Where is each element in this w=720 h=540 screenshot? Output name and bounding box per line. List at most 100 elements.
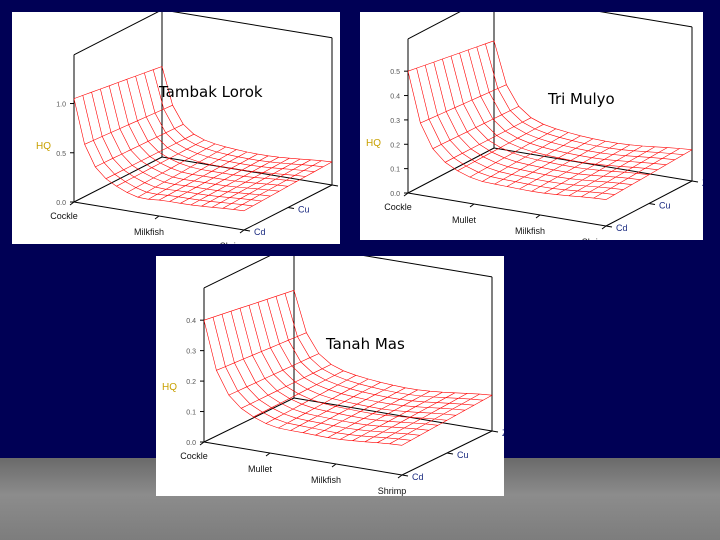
surface-line bbox=[203, 290, 295, 321]
frame-top-edge bbox=[363, 256, 493, 278]
y-tick-label: Zn bbox=[502, 428, 504, 438]
surface-line bbox=[201, 157, 290, 207]
y-tick-label: Cd bbox=[412, 472, 424, 482]
surface-line bbox=[543, 144, 631, 194]
surface-line bbox=[203, 320, 403, 446]
frame-left-floor bbox=[73, 156, 163, 203]
surface-line bbox=[137, 146, 226, 198]
x-tick-label: Shrimp bbox=[378, 486, 407, 496]
frame-left-floor bbox=[407, 147, 495, 194]
chart-title: Tri Mulyo bbox=[548, 90, 615, 108]
surface-line bbox=[222, 159, 311, 209]
y-tick-label: Cd bbox=[254, 227, 266, 237]
z-tick-label: 0.1 bbox=[186, 410, 196, 417]
surface-line bbox=[84, 104, 173, 145]
z-axis-label: HQ bbox=[36, 141, 51, 152]
surface-line bbox=[180, 155, 269, 204]
surface-mesh bbox=[73, 66, 333, 212]
surface-line bbox=[420, 84, 507, 124]
surface-line bbox=[482, 132, 569, 182]
x-tick-label: Mullet bbox=[452, 215, 477, 225]
x-tick bbox=[469, 203, 475, 208]
x-tick-label: Mullet bbox=[248, 464, 273, 474]
surface-line bbox=[424, 65, 624, 190]
surface-line bbox=[364, 392, 456, 443]
chart-panel-tambak-lorok: 0.00.51.0HQCockleMilkfishShrimpCdCuZn Ta… bbox=[12, 12, 340, 244]
surface-line bbox=[95, 124, 184, 168]
y-tick-label: Cd bbox=[616, 223, 628, 233]
z-tick-label: 0.2 bbox=[390, 142, 400, 149]
x-tick-label: Milkfish bbox=[311, 475, 341, 485]
y-tick bbox=[243, 229, 251, 232]
surface-mesh bbox=[203, 290, 493, 446]
frame-left-floor bbox=[203, 397, 295, 443]
x-tick-label: Cockle bbox=[50, 211, 78, 221]
surface-line bbox=[105, 133, 195, 179]
surface-line bbox=[432, 106, 519, 149]
z-tick-label: 0.3 bbox=[390, 118, 400, 125]
y-tick bbox=[401, 474, 409, 477]
x-axis-line bbox=[407, 192, 607, 227]
surface-line bbox=[457, 124, 544, 172]
x-tick bbox=[535, 214, 541, 219]
z-tick-label: 0.5 bbox=[390, 69, 400, 76]
x-tick-label: Shrimp bbox=[220, 241, 249, 244]
z-tick-label: 0.3 bbox=[186, 349, 196, 356]
surface-line bbox=[327, 389, 418, 438]
surface-line bbox=[211, 158, 301, 208]
surface-chart-tambak-lorok: 0.00.51.0HQCockleMilkfishShrimpCdCuZn bbox=[36, 12, 339, 244]
x-tick-label: Shrimp bbox=[582, 237, 611, 240]
chart-panel-tanah-mas: 0.0 0.1 0.2 0.3 0.4 HQ Cockle Mullet Milkfish Shr… bbox=[156, 256, 504, 496]
frame-top-edge bbox=[172, 12, 333, 39]
surface-line bbox=[216, 332, 307, 371]
x-tick bbox=[265, 452, 271, 457]
x-tick bbox=[239, 229, 245, 234]
surface-line bbox=[233, 160, 322, 210]
frame-top-left-edge bbox=[73, 12, 159, 56]
surface-line bbox=[100, 88, 271, 197]
x-tick-label: Cockle bbox=[384, 202, 412, 212]
y-tick-label: Cu bbox=[457, 450, 469, 460]
x-tick-label: Milkfish bbox=[515, 226, 545, 236]
surface-line bbox=[315, 387, 406, 436]
surface-line bbox=[126, 143, 216, 193]
z-tick-label: 0.4 bbox=[186, 318, 196, 325]
surface-line bbox=[73, 66, 163, 99]
surface-line bbox=[605, 149, 693, 200]
surface-line bbox=[459, 52, 658, 170]
y-tick bbox=[331, 184, 339, 187]
surface-line bbox=[148, 149, 237, 200]
z-tick-label: 0.0 bbox=[390, 191, 400, 198]
surface-line bbox=[389, 393, 480, 445]
frame-back-floor bbox=[293, 397, 493, 432]
surface-line bbox=[253, 370, 344, 418]
frame-back-floor bbox=[493, 147, 693, 182]
surface-line bbox=[108, 85, 280, 192]
surface-line bbox=[339, 390, 431, 440]
surface-line bbox=[506, 138, 594, 187]
y-tick bbox=[648, 203, 656, 205]
surface-line bbox=[494, 135, 581, 185]
surface-line bbox=[265, 375, 357, 424]
y-tick bbox=[446, 452, 454, 455]
frame-top-left-edge bbox=[407, 12, 461, 40]
surface-line bbox=[377, 393, 468, 443]
y-tick bbox=[491, 430, 499, 433]
surface-line bbox=[228, 353, 319, 396]
surface-mesh bbox=[407, 40, 693, 200]
surface-line bbox=[593, 148, 680, 199]
surface-line bbox=[581, 147, 668, 198]
chart-title: Tanah Mas bbox=[326, 335, 405, 353]
y-tick bbox=[691, 180, 699, 183]
x-tick-label: Milkfish bbox=[134, 227, 164, 237]
surface-line bbox=[444, 117, 532, 163]
frame-top-left-edge bbox=[203, 256, 271, 289]
y-tick bbox=[605, 225, 613, 228]
x-tick bbox=[601, 225, 607, 230]
surface-line bbox=[190, 156, 280, 206]
y-tick bbox=[287, 207, 295, 209]
surface-line bbox=[556, 145, 643, 195]
surface-chart-tri-mulyo: 0.0 0.1 0.2 0.3 0.4 0.5 HQ Cockle Mullet Milkfish… bbox=[366, 12, 703, 240]
z-tick-label: 1.0 bbox=[56, 102, 66, 109]
x-tick bbox=[397, 474, 403, 479]
